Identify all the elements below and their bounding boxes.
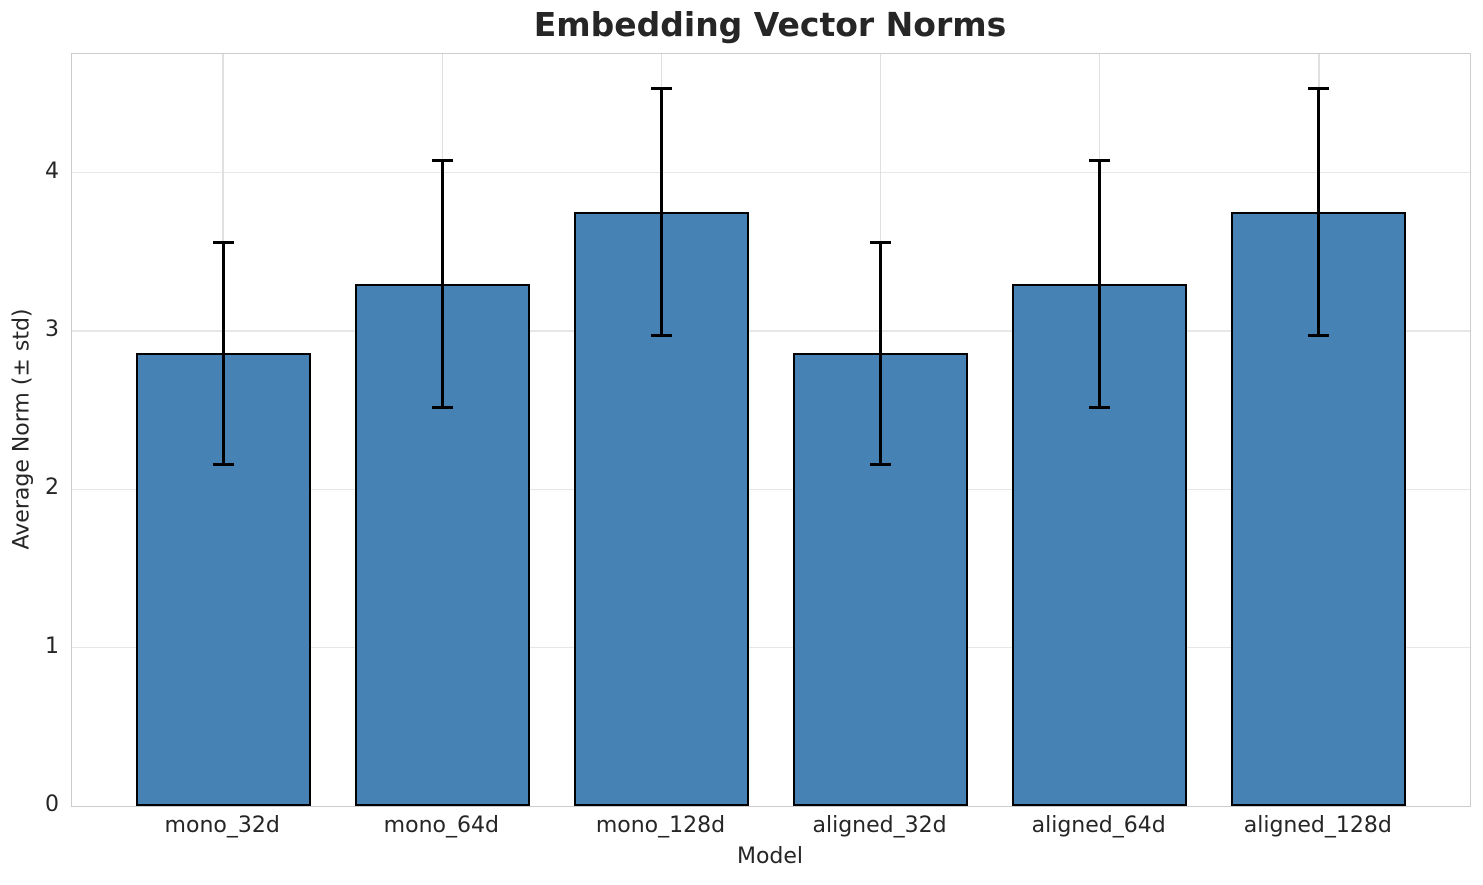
bar-aligned_128d	[1231, 212, 1407, 806]
error-bar-aligned_32d	[879, 242, 883, 465]
error-cap-bottom-aligned_64d	[1089, 405, 1111, 409]
y-tick-label-2: 2	[45, 475, 59, 501]
error-bar-mono_64d	[440, 160, 444, 408]
error-cap-bottom-aligned_128d	[1308, 334, 1330, 338]
error-cap-top-aligned_64d	[1089, 158, 1111, 162]
error-cap-top-aligned_128d	[1308, 87, 1330, 91]
y-gridline-2	[72, 488, 1470, 491]
y-gridline-1	[72, 646, 1470, 649]
error-bar-mono_32d	[221, 242, 225, 465]
error-cap-bottom-aligned_32d	[870, 462, 892, 466]
y-tick-label-1: 1	[45, 633, 59, 659]
chart-title: Embedding Vector Norms	[533, 5, 1007, 44]
x-tick-label-aligned_32d: aligned_32d	[812, 813, 947, 838]
error-cap-top-aligned_32d	[870, 240, 892, 244]
error-bar-aligned_64d	[1098, 160, 1102, 408]
error-cap-bottom-mono_32d	[212, 462, 234, 466]
y-tick-label-4: 4	[45, 158, 59, 184]
x-tick-label-mono_64d: mono_64d	[383, 813, 499, 838]
y-tick-label-3: 3	[45, 317, 59, 343]
y-axis-label: Average Norm (± std)	[9, 308, 35, 550]
x-axis-label: Model	[736, 844, 804, 869]
error-cap-top-mono_128d	[650, 87, 672, 91]
x-tick-label-aligned_64d: aligned_64d	[1031, 813, 1166, 838]
x-tick-label-mono_32d: mono_32d	[164, 813, 280, 838]
error-cap-top-mono_32d	[212, 240, 234, 244]
y-gridline-3	[72, 330, 1470, 332]
error-cap-bottom-mono_64d	[431, 405, 453, 409]
x-tick-label-mono_128d: mono_128d	[595, 813, 726, 838]
x-tick-label-aligned_128d: aligned_128d	[1243, 813, 1392, 838]
error-bar-mono_128d	[659, 88, 663, 336]
y-gridline-4	[72, 171, 1470, 174]
y-tick-label-0: 0	[45, 792, 59, 817]
error-cap-top-mono_64d	[431, 158, 453, 162]
error-cap-bottom-mono_128d	[650, 334, 672, 338]
plot-area	[71, 53, 1471, 807]
error-bar-aligned_128d	[1317, 88, 1321, 336]
